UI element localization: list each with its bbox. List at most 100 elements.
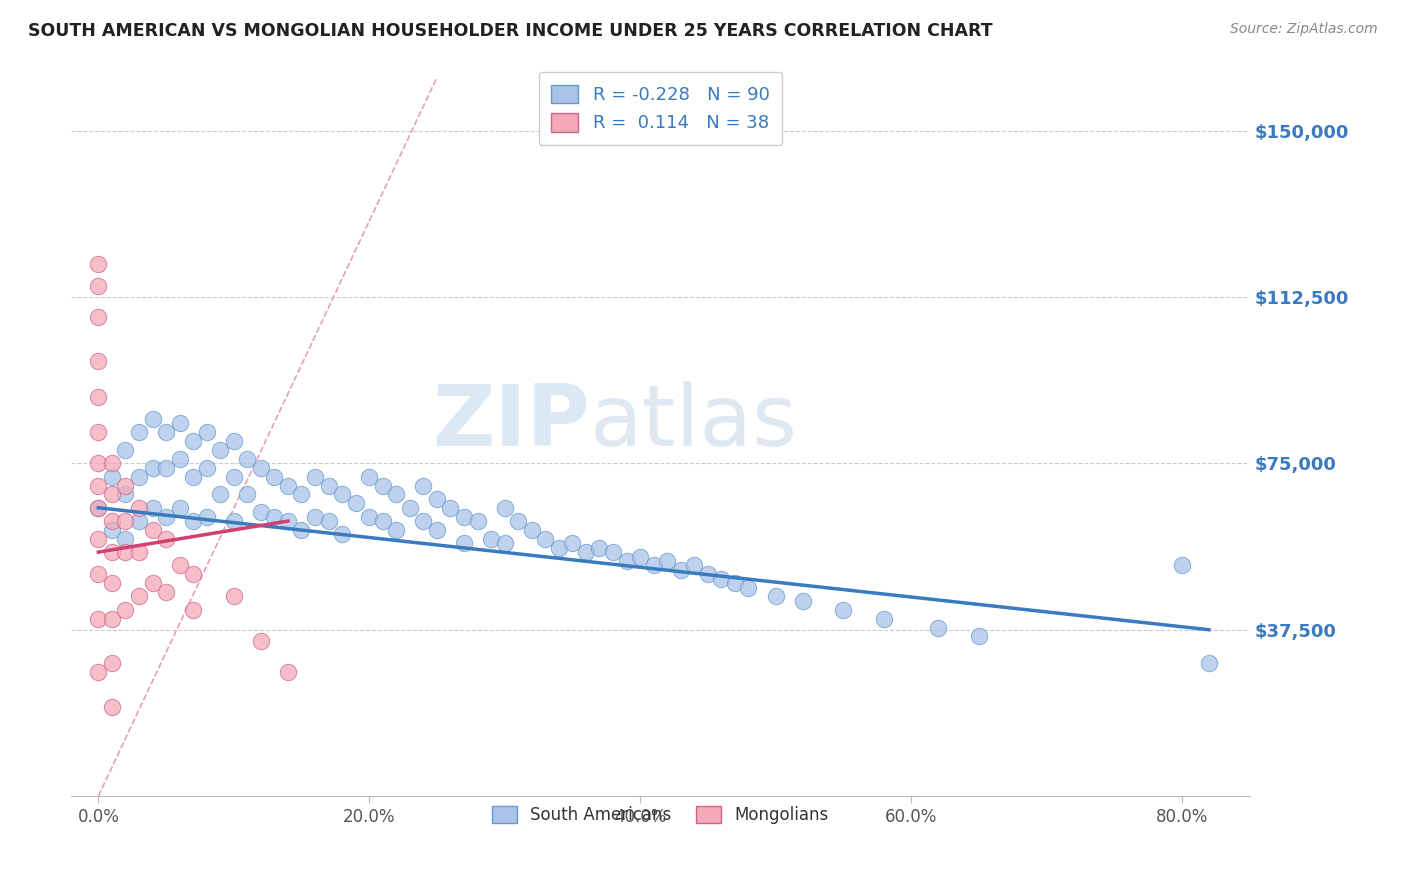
Point	[141, 460, 163, 475]
Point	[304, 509, 326, 524]
Point	[141, 412, 163, 426]
Point	[616, 554, 638, 568]
Point	[114, 603, 136, 617]
Point	[114, 478, 136, 492]
Point	[385, 523, 408, 537]
Point	[508, 514, 530, 528]
Point	[588, 541, 610, 555]
Point	[412, 478, 434, 492]
Point	[250, 505, 273, 519]
Point	[128, 425, 150, 440]
Point	[683, 558, 706, 573]
Point	[128, 469, 150, 483]
Point	[101, 523, 124, 537]
Point	[710, 572, 733, 586]
Point	[724, 576, 747, 591]
Point	[101, 612, 124, 626]
Point	[114, 514, 136, 528]
Text: SOUTH AMERICAN VS MONGOLIAN HOUSEHOLDER INCOME UNDER 25 YEARS CORRELATION CHART: SOUTH AMERICAN VS MONGOLIAN HOUSEHOLDER …	[28, 22, 993, 40]
Point	[114, 545, 136, 559]
Point	[114, 532, 136, 546]
Point	[547, 541, 569, 555]
Point	[87, 310, 110, 324]
Point	[967, 629, 990, 643]
Text: ZIP: ZIP	[432, 381, 589, 464]
Point	[87, 612, 110, 626]
Point	[114, 487, 136, 501]
Point	[494, 500, 516, 515]
Point	[87, 425, 110, 440]
Point	[792, 594, 814, 608]
Point	[87, 532, 110, 546]
Point	[128, 514, 150, 528]
Point	[87, 500, 110, 515]
Point	[657, 554, 679, 568]
Point	[602, 545, 624, 559]
Point	[371, 478, 394, 492]
Point	[155, 509, 177, 524]
Point	[494, 536, 516, 550]
Point	[87, 500, 110, 515]
Point	[181, 514, 204, 528]
Point	[426, 523, 449, 537]
Point	[169, 417, 191, 431]
Point	[141, 500, 163, 515]
Point	[359, 509, 381, 524]
Point	[453, 536, 475, 550]
Point	[181, 469, 204, 483]
Point	[87, 665, 110, 679]
Point	[169, 500, 191, 515]
Point	[344, 496, 367, 510]
Point	[318, 478, 340, 492]
Point	[628, 549, 651, 564]
Point	[669, 563, 692, 577]
Point	[263, 469, 285, 483]
Point	[101, 514, 124, 528]
Point	[87, 354, 110, 368]
Point	[209, 443, 232, 458]
Point	[1198, 656, 1220, 670]
Point	[87, 456, 110, 470]
Point	[169, 558, 191, 573]
Point	[250, 633, 273, 648]
Point	[412, 514, 434, 528]
Point	[101, 487, 124, 501]
Point	[101, 576, 124, 591]
Point	[169, 452, 191, 467]
Text: atlas: atlas	[589, 381, 797, 464]
Point	[128, 500, 150, 515]
Point	[87, 567, 110, 582]
Point	[318, 514, 340, 528]
Point	[520, 523, 543, 537]
Point	[141, 523, 163, 537]
Point	[737, 581, 759, 595]
Point	[467, 514, 489, 528]
Point	[330, 487, 353, 501]
Point	[426, 491, 449, 506]
Point	[765, 590, 787, 604]
Point	[304, 469, 326, 483]
Point	[290, 523, 312, 537]
Point	[155, 532, 177, 546]
Point	[209, 487, 232, 501]
Point	[371, 514, 394, 528]
Point	[87, 257, 110, 271]
Legend: South Americans, Mongolians: South Americans, Mongolians	[482, 797, 839, 835]
Point	[222, 434, 245, 449]
Point	[195, 509, 218, 524]
Point	[927, 620, 949, 634]
Point	[222, 590, 245, 604]
Point	[87, 279, 110, 293]
Point	[155, 585, 177, 599]
Point	[128, 545, 150, 559]
Point	[101, 545, 124, 559]
Point	[236, 487, 259, 501]
Point	[359, 469, 381, 483]
Point	[277, 514, 299, 528]
Point	[101, 700, 124, 714]
Point	[561, 536, 583, 550]
Point	[181, 603, 204, 617]
Point	[277, 478, 299, 492]
Point	[290, 487, 312, 501]
Point	[479, 532, 502, 546]
